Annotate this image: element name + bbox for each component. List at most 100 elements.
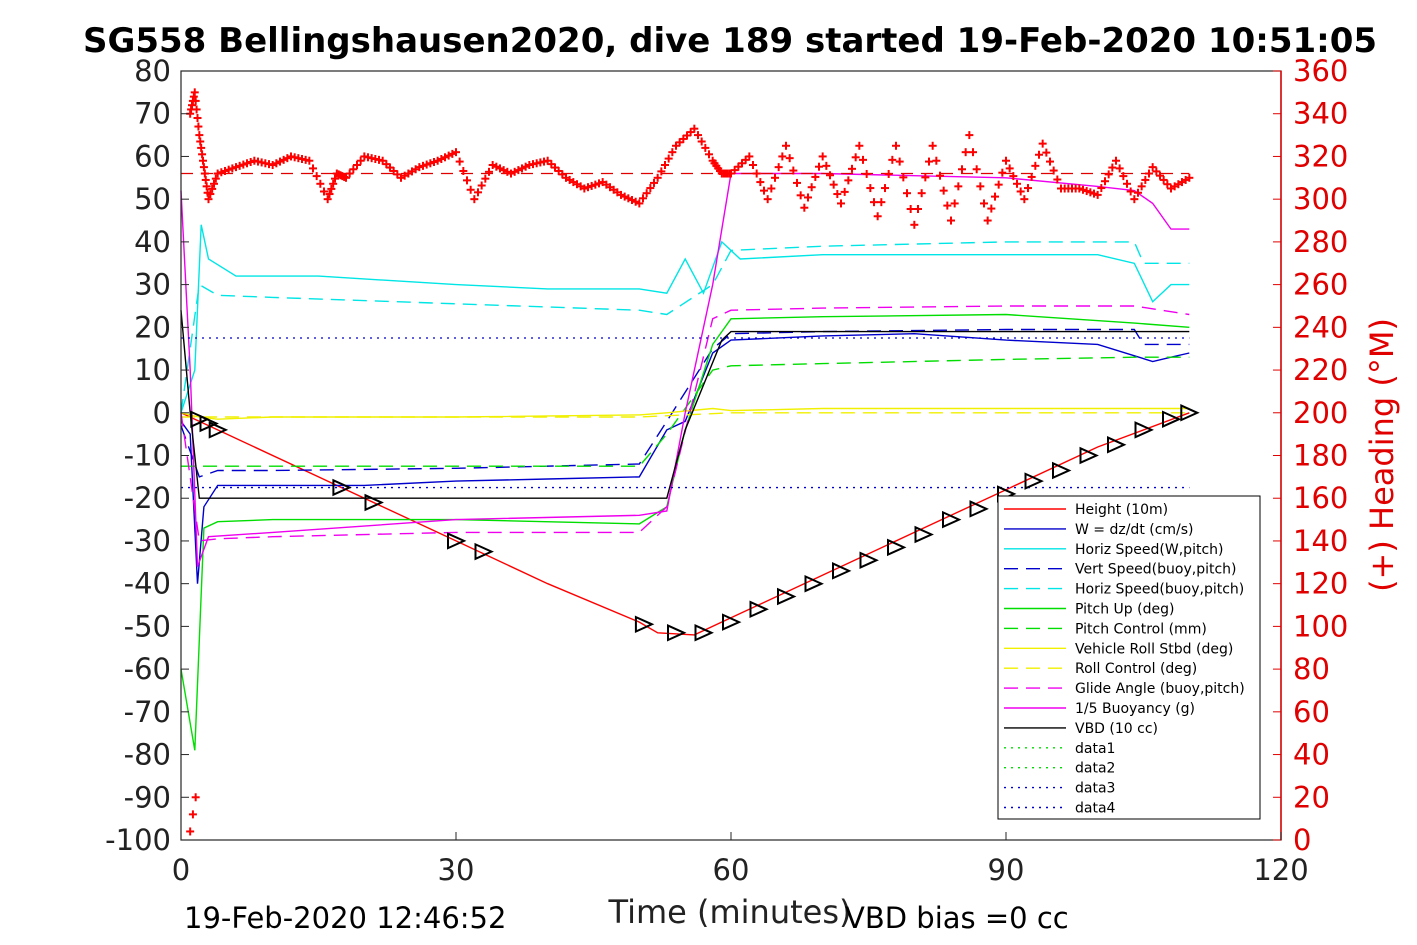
heading-point <box>932 156 941 165</box>
legend-entry: VBD (10 cc) <box>1004 721 1158 737</box>
heading-point <box>697 137 706 146</box>
heading-point <box>305 156 314 165</box>
heading-point <box>815 162 823 171</box>
legend-label: Vert Speed(buoy,pitch) <box>1075 562 1237 578</box>
y-right-tick-label: 300 <box>1293 182 1348 216</box>
heading-point <box>837 199 845 208</box>
heading-point <box>194 122 203 131</box>
y-right-tick-label: 160 <box>1293 481 1348 515</box>
heading-point <box>1005 164 1014 173</box>
footer-timestamp: 19-Feb-2020 12:46:52 <box>184 901 506 935</box>
series-layer <box>180 172 1190 751</box>
heading-point <box>888 155 897 164</box>
heading-point <box>866 184 875 193</box>
heading-point <box>983 216 992 225</box>
y-right-tick-label: 360 <box>1293 54 1348 88</box>
legend-entry: Pitch Up (deg) <box>1004 602 1174 618</box>
heading-point <box>848 164 856 173</box>
heading-point <box>329 179 338 188</box>
y-right-tick-label: 100 <box>1293 609 1348 643</box>
heading-point <box>881 184 889 193</box>
heading-point <box>1156 171 1164 180</box>
heading-point <box>749 160 757 169</box>
series-line-1 <box>180 332 1190 584</box>
heading-point <box>349 165 358 174</box>
series-line-3 <box>180 328 1190 478</box>
heading-point <box>914 204 922 213</box>
y-right-tick-label: 220 <box>1293 353 1348 387</box>
right-axis-label: (+) Heading (°M) <box>1363 318 1401 592</box>
height-marker <box>804 574 824 593</box>
x-axis-label: Time (minutes) <box>608 893 852 931</box>
heading-point <box>767 184 776 193</box>
heading-point <box>1145 169 1153 178</box>
heading-point <box>818 152 827 161</box>
legend: Height (10m) W = dz/dt (cm/s) Horiz Speed(… <box>997 495 1261 820</box>
heading-point <box>657 167 666 176</box>
heading-point <box>899 173 908 182</box>
heading-point <box>782 141 790 150</box>
legend-entry: data3 <box>1004 781 1115 797</box>
heading-point <box>481 174 490 183</box>
heading-point <box>862 169 871 178</box>
heading-point <box>785 154 794 163</box>
height-marker <box>1052 461 1072 480</box>
legend-entry: 1/5 Buoyancy (g) <box>1004 701 1195 717</box>
heading-point <box>756 178 765 187</box>
y-tick-label: 20 <box>134 310 171 344</box>
heading-point <box>1119 172 1128 181</box>
y-right-tick-label: 40 <box>1293 738 1330 772</box>
y-right-tick-label: 180 <box>1293 439 1348 473</box>
height-marker <box>969 500 989 518</box>
heading-point <box>422 160 431 169</box>
heading-point <box>204 195 213 204</box>
series-line-11 <box>180 310 1190 499</box>
heading-point <box>906 204 915 213</box>
heading-point <box>972 165 981 174</box>
heading-point <box>822 161 831 170</box>
height-marker <box>190 410 210 428</box>
heading-point <box>705 150 713 159</box>
heading-point <box>309 164 317 173</box>
legend-entry: Height (10m) <box>1004 502 1168 518</box>
height-marker <box>1134 421 1154 439</box>
heading-point <box>1101 177 1109 186</box>
heading-point <box>877 198 886 207</box>
y-tick-label: 80 <box>134 54 171 88</box>
legend-label: Pitch Up (deg) <box>1075 602 1174 618</box>
heading-point <box>190 88 199 97</box>
heading-point <box>1031 161 1040 170</box>
heading-point <box>954 182 963 191</box>
heading-point <box>664 154 673 163</box>
x-tick-label: 60 <box>713 853 750 887</box>
heading-point <box>976 182 985 191</box>
height-marker <box>1107 436 1127 454</box>
heading-point <box>211 174 220 183</box>
heading-point <box>188 810 197 819</box>
legend-label: data2 <box>1075 761 1115 777</box>
heading-point <box>1112 156 1120 165</box>
height-marker <box>859 551 879 569</box>
heading-point <box>323 195 332 204</box>
heading-point <box>760 186 768 195</box>
legend-entry: data1 <box>1004 741 1115 757</box>
y-tick-label: 50 <box>134 182 171 216</box>
heading-point <box>796 191 805 200</box>
height-marker <box>694 624 714 642</box>
heading-point <box>1009 172 1018 181</box>
heading-point <box>1024 184 1032 193</box>
heading-point <box>1108 163 1117 172</box>
heading-point <box>342 173 350 182</box>
y-right-tick-label: 240 <box>1293 310 1348 344</box>
heading-point <box>635 199 644 208</box>
heading-point <box>763 195 772 204</box>
height-marker <box>777 587 797 606</box>
legend-label: data1 <box>1075 741 1115 757</box>
height-marker <box>199 414 219 433</box>
heading-point <box>892 141 900 150</box>
heading-point <box>1093 190 1102 199</box>
heading-point <box>642 189 651 198</box>
heading-point <box>325 190 334 199</box>
height-marker <box>474 542 494 561</box>
heading-point <box>208 184 217 193</box>
